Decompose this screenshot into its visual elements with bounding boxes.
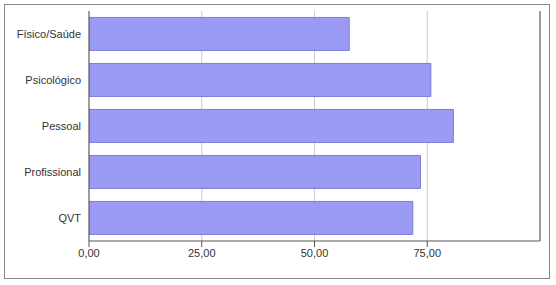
svg-text:75,00: 75,00: [413, 247, 441, 259]
svg-text:Físico/Saúde: Físico/Saúde: [17, 28, 81, 40]
svg-text:QVT: QVT: [58, 212, 81, 224]
svg-text:50,00: 50,00: [301, 247, 329, 259]
svg-text:Profissional: Profissional: [24, 166, 81, 178]
svg-text:25,00: 25,00: [188, 247, 216, 259]
svg-text:0,00: 0,00: [78, 247, 99, 259]
svg-text:Psicológico: Psicológico: [25, 74, 81, 86]
svg-text:Pessoal: Pessoal: [42, 120, 81, 132]
